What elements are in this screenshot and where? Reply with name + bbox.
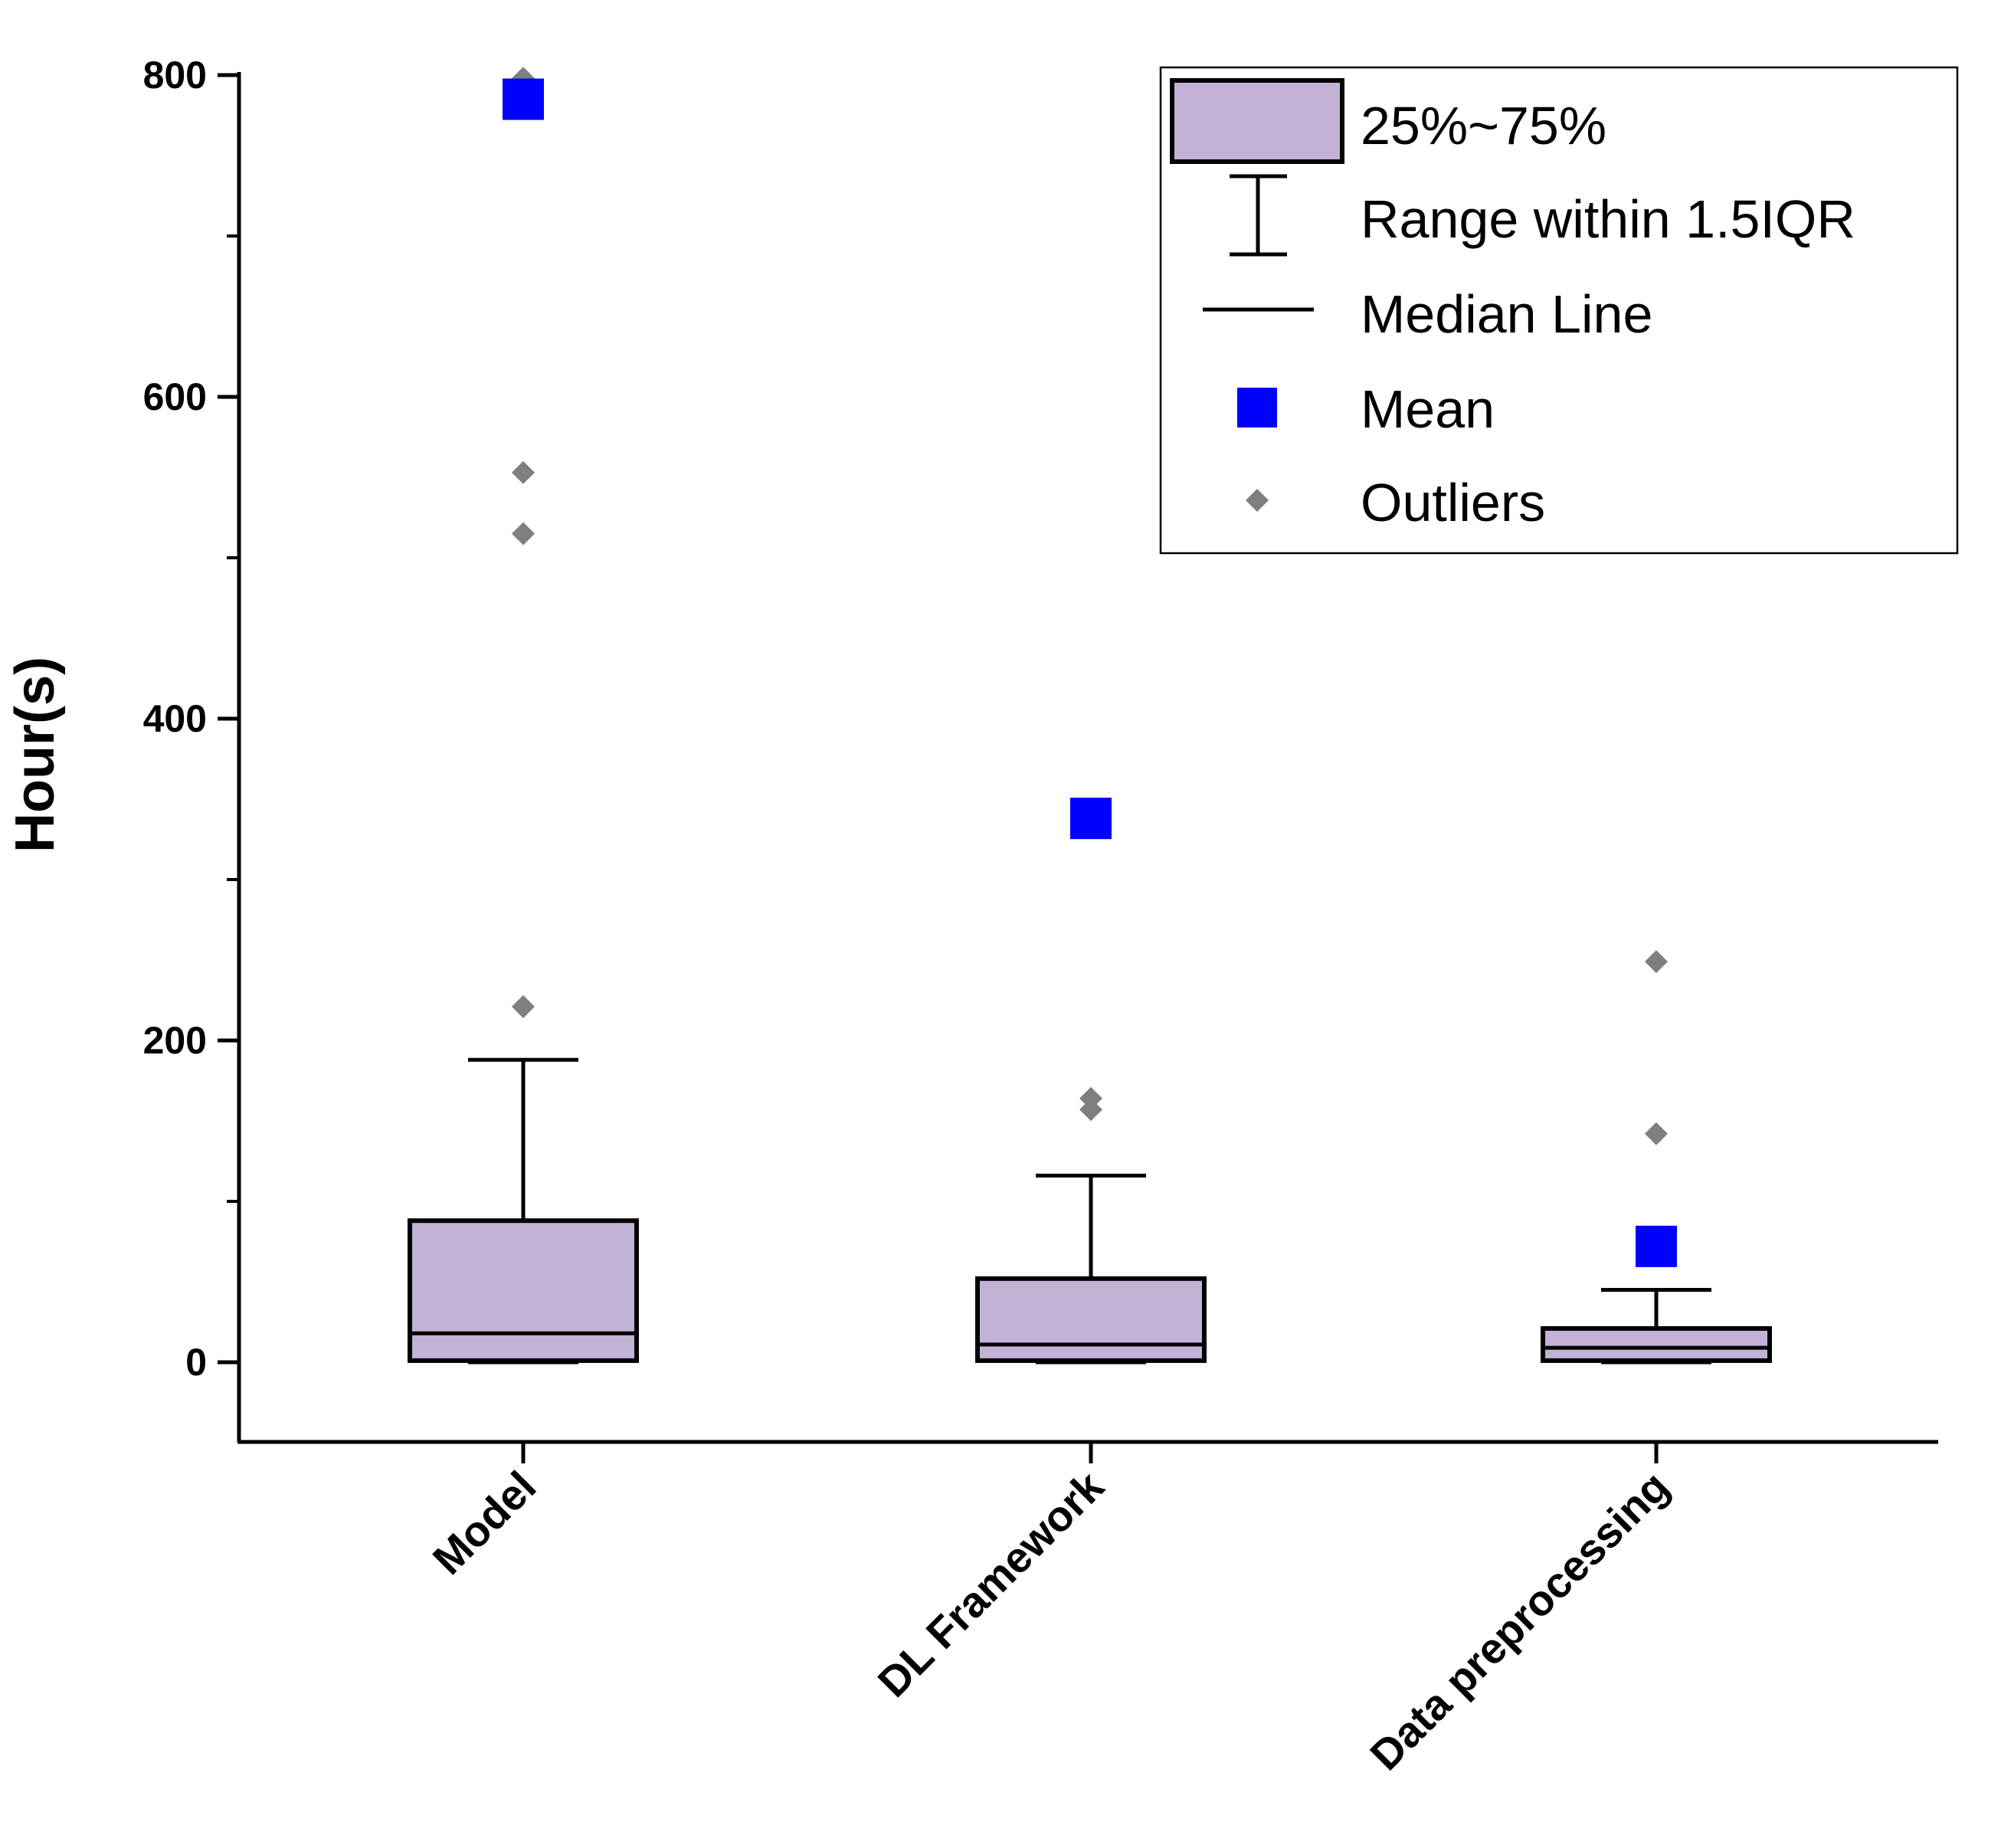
outlier-point: [1079, 1086, 1102, 1110]
plot-area: [408, 67, 1772, 1365]
mean-marker: [1636, 1225, 1677, 1267]
legend-outlier-marker: [1246, 489, 1269, 512]
y-axis-title: Hour(s): [5, 657, 66, 853]
box-group: [975, 798, 1207, 1365]
box-group: [1541, 950, 1772, 1365]
y-tick-label: 400: [143, 697, 207, 740]
legend-box-label: 25%~75%: [1361, 96, 1606, 156]
mean-marker: [503, 78, 544, 120]
box-group: [408, 67, 639, 1365]
legend-mean-marker: [1237, 388, 1277, 428]
x-tick-label: Model: [424, 1462, 545, 1584]
y-tick-label: 0: [185, 1341, 207, 1384]
legend-box-swatch: [1170, 78, 1344, 164]
legend: 25%~75% Range within 1.5IQR Median Line …: [1159, 66, 1959, 555]
outlier-point: [512, 522, 535, 546]
legend-whisker-label: Range within 1.5IQR: [1361, 189, 1855, 249]
outlier-point: [1645, 1122, 1668, 1145]
outlier-point: [512, 460, 535, 484]
legend-median-label: Median Line: [1361, 284, 1652, 344]
legend-outliers-label: Outliers: [1361, 473, 1545, 532]
outlier-point: [512, 994, 535, 1018]
x-tick-label: DL Framework: [869, 1461, 1113, 1705]
iqr-box: [408, 1218, 639, 1363]
legend-mean-label: Mean: [1361, 379, 1495, 439]
iqr-box: [1541, 1325, 1772, 1363]
outlier-point: [1645, 950, 1668, 974]
y-tick-label: 200: [143, 1019, 207, 1062]
mean-marker: [1070, 798, 1112, 840]
iqr-box: [975, 1276, 1207, 1363]
y-tick-label: 600: [143, 375, 207, 418]
y-tick-label: 800: [143, 54, 207, 97]
x-tick-label: Data preprocessing: [1361, 1462, 1678, 1779]
